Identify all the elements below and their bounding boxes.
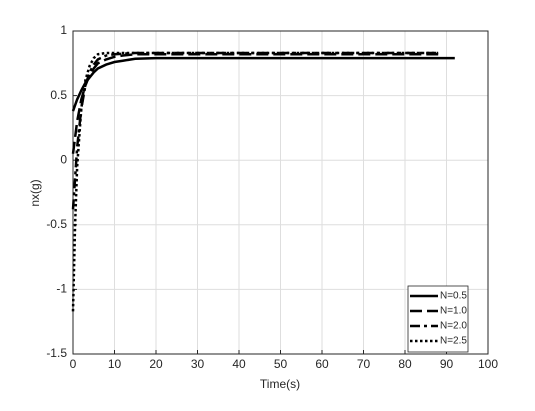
- x-tick-label: 70: [357, 357, 371, 371]
- x-tick-label: 40: [232, 357, 246, 371]
- y-tick-label: 0.5: [50, 88, 67, 102]
- series-line: [71, 51, 439, 312]
- x-tick-label: 10: [108, 357, 122, 371]
- legend-label: N=1.0: [440, 306, 467, 317]
- legend-label: N=2.5: [440, 336, 467, 347]
- legend-label: N=2.0: [440, 321, 467, 332]
- x-tick-label: 80: [398, 357, 412, 371]
- legend: N=0.5 N=1.0 N=2.0 N=2.5: [407, 285, 469, 353]
- x-tick-label: 60: [315, 357, 329, 371]
- y-tick-label: -0.5: [46, 217, 67, 231]
- x-tick-label: 90: [440, 357, 454, 371]
- y-tick-label: 0: [60, 152, 67, 166]
- y-axis-label: nx(g): [28, 179, 42, 206]
- y-tick-label: 1: [60, 23, 67, 37]
- x-axis-label: Time(s): [260, 377, 300, 391]
- y-tick-label: -1: [56, 282, 67, 296]
- series-line: [71, 53, 439, 154]
- y-tick-label: -1.5: [46, 346, 67, 360]
- series-line: [71, 56, 455, 112]
- x-tick-label: 30: [191, 357, 205, 371]
- x-tick-label: 50: [274, 357, 288, 371]
- legend-label: N=0.5: [440, 291, 467, 302]
- x-tick-label: 0: [70, 357, 77, 371]
- x-tick-label: 100: [478, 357, 498, 371]
- x-tick-label: 20: [149, 357, 163, 371]
